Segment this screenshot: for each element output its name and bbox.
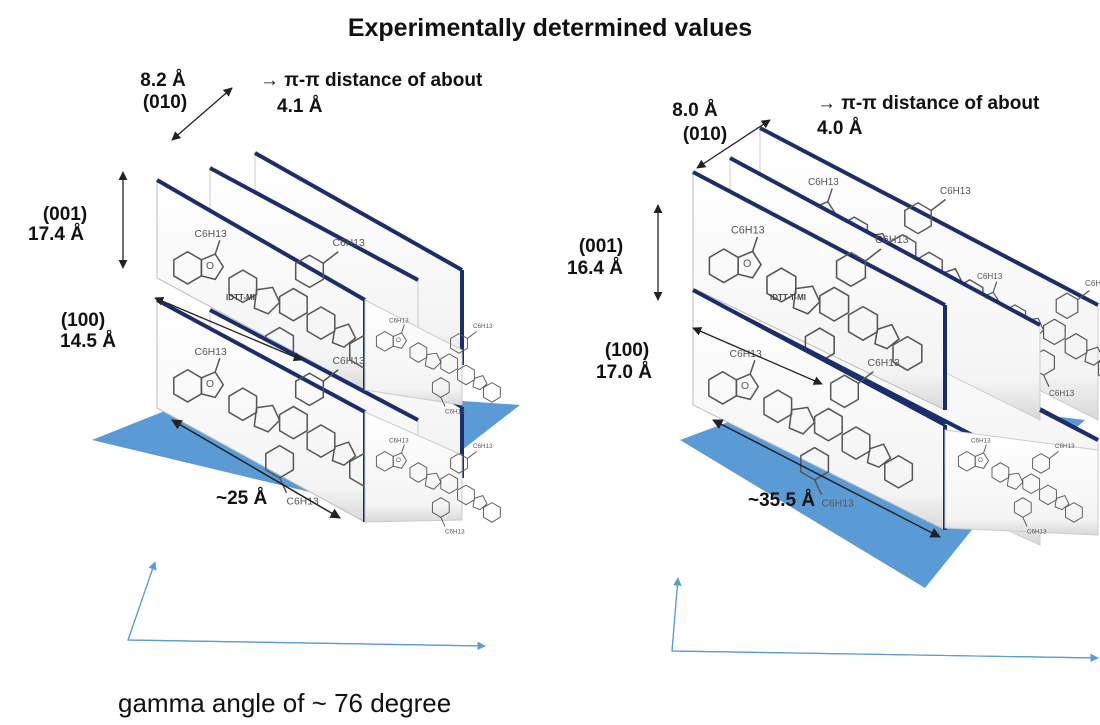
right-d001-index: (001)	[578, 236, 624, 257]
left-d001-value: 17.4 Å	[28, 224, 84, 245]
right-d001-value: 16.4 Å	[567, 258, 623, 279]
left-d100-arrow	[154, 296, 303, 362]
left-d001-index: (001)	[42, 204, 88, 225]
left-d100-index: (100)	[60, 310, 106, 331]
right-d100-arrow	[692, 327, 823, 385]
right-d100-index: (100)	[604, 340, 650, 361]
right-sheet-right	[944, 408, 1099, 536]
left-pipi-text: → π-π distance of about	[260, 70, 483, 91]
left-d010-arrow	[171, 87, 233, 141]
caption: gamma angle of ~ 76 degree	[118, 688, 452, 718]
left-sheet-right-top	[364, 299, 501, 416]
right-axes	[671, 577, 1099, 659]
left-length: ~25 Å	[216, 488, 268, 509]
left-packing: IDTT-MI	[92, 87, 520, 651]
right-length: ~35.5 Å	[748, 490, 816, 511]
right-length-arrow	[712, 419, 941, 538]
left-d010-index: (010)	[142, 92, 188, 113]
right-d010-index: (010)	[682, 124, 728, 145]
left-pipi-value: 4.1 Å	[277, 96, 323, 117]
right-d010-value: 8.0 Å	[672, 100, 718, 121]
right-pipi-value: 4.0 Å	[817, 118, 863, 139]
right-sheet-front-top: IDTT-T-MI	[692, 170, 947, 411]
left-length-arrow	[171, 419, 341, 519]
right-d100-value: 17.0 Å	[596, 362, 652, 383]
left-molecule-label: IDTT-MI	[226, 293, 255, 302]
figure-title: Experimentally determined values	[347, 14, 753, 42]
right-d010-arrow	[696, 119, 771, 169]
left-axes	[127, 561, 486, 647]
right-packing: IDTT-T-MI	[653, 119, 1100, 663]
right-pipi-text: → π-π distance of about	[817, 93, 1040, 114]
left-d100-value: 14.5 Å	[60, 331, 116, 352]
right-molecule-label: IDTT-T-MI	[770, 293, 806, 302]
left-d010-value: 8.2 Å	[140, 70, 186, 91]
left-sheet-right-bottom	[364, 411, 501, 536]
